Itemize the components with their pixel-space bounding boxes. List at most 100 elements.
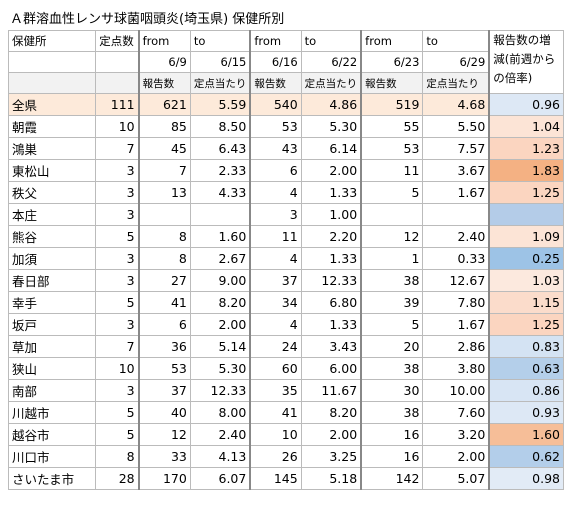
value-cell: 7.57: [422, 137, 490, 160]
data-row: 本庄 3 3 1.00: [7, 203, 564, 226]
value-cell: [360, 203, 424, 226]
value-cell: 10: [249, 423, 302, 446]
value-cell: 1.33: [300, 181, 362, 204]
value-cell: 85: [137, 115, 191, 138]
value-cell: 1: [360, 247, 424, 270]
data-table: 保健所 定点数 from to from to from to 報告数の増減(前週からの倍率) 6…: [7, 30, 564, 490]
office-cell: 越谷市: [7, 423, 97, 446]
value-cell: 3: [95, 181, 140, 204]
office-cell: 川口市: [7, 445, 97, 468]
header-cell: 6/22: [300, 51, 362, 73]
value-cell: 2.86: [422, 335, 490, 358]
office-cell: 本庄: [7, 203, 97, 226]
value-cell: 38: [360, 357, 424, 380]
header-cell: 保健所: [7, 30, 97, 52]
value-cell: 1.03: [488, 269, 564, 292]
office-cell: 坂戸: [7, 313, 97, 336]
header-cell: 報告数: [360, 72, 424, 94]
data-row: 秩父 3 13 4.33 4 1.33 5 1.67 1.25: [7, 181, 564, 204]
value-cell: 7: [95, 335, 140, 358]
value-cell: 0.25: [488, 247, 564, 270]
value-cell: 145: [249, 467, 302, 490]
data-row: 川口市 8 33 4.13 26 3.25 16 2.00 0.62: [7, 445, 564, 468]
value-cell: 33: [137, 445, 191, 468]
value-cell: 28: [95, 467, 140, 490]
value-cell: 3: [95, 269, 140, 292]
value-cell: 2.00: [189, 313, 251, 336]
value-cell: 2.00: [422, 445, 490, 468]
value-cell: [488, 203, 564, 226]
value-cell: 3: [95, 379, 140, 402]
value-cell: 5.30: [189, 357, 251, 380]
header-cell: from: [137, 30, 191, 52]
value-cell: 3: [95, 247, 140, 270]
value-cell: 5.59: [189, 93, 251, 116]
value-cell: [137, 203, 191, 226]
value-cell: 519: [360, 93, 424, 116]
value-cell: [422, 203, 490, 226]
value-cell: 3: [95, 203, 140, 226]
office-cell: 熊谷: [7, 225, 97, 248]
value-cell: 12.33: [300, 269, 362, 292]
value-cell: 2.00: [300, 159, 362, 182]
value-cell: 5.14: [189, 335, 251, 358]
header-cell: 報告数の増減(前週からの倍率): [488, 30, 564, 94]
value-cell: 2.40: [422, 225, 490, 248]
header-cell: from: [360, 30, 424, 52]
value-cell: 53: [137, 357, 191, 380]
value-cell: 4: [249, 313, 302, 336]
value-cell: 111: [95, 93, 140, 116]
header-cell: to: [189, 30, 251, 52]
header-cell: to: [422, 30, 490, 52]
value-cell: 142: [360, 467, 424, 490]
header-cell: to: [300, 30, 362, 52]
header-row: 報告数 定点当たり 報告数 定点当たり 報告数 定点当たり: [7, 72, 564, 94]
value-cell: 10.00: [422, 379, 490, 402]
value-cell: 7: [137, 159, 191, 182]
value-cell: 3: [249, 203, 302, 226]
header-cell: 6/15: [189, 51, 251, 73]
office-cell: 秩父: [7, 181, 97, 204]
office-cell: 朝霞: [7, 115, 97, 138]
value-cell: 11: [249, 225, 302, 248]
office-cell: 狭山: [7, 357, 97, 380]
value-cell: 1.67: [422, 313, 490, 336]
header-cell: [7, 72, 97, 94]
value-cell: 37: [249, 269, 302, 292]
value-cell: 0.62: [488, 445, 564, 468]
value-cell: 12.33: [189, 379, 251, 402]
value-cell: 1.67: [422, 181, 490, 204]
data-row: 朝霞 10 85 8.50 53 5.30 55 5.50 1.04: [7, 115, 564, 138]
header-cell: 報告数: [137, 72, 191, 94]
value-cell: 1.04: [488, 115, 564, 138]
value-cell: 6.80: [300, 291, 362, 314]
value-cell: 3.20: [422, 423, 490, 446]
value-cell: 8.50: [189, 115, 251, 138]
value-cell: 4.13: [189, 445, 251, 468]
value-cell: 1.15: [488, 291, 564, 314]
value-cell: 55: [360, 115, 424, 138]
value-cell: 41: [249, 401, 302, 424]
data-row: 坂戸 3 6 2.00 4 1.33 5 1.67 1.25: [7, 313, 564, 336]
value-cell: 4.86: [300, 93, 362, 116]
value-cell: 5.18: [300, 467, 362, 490]
value-cell: 11: [360, 159, 424, 182]
value-cell: 5: [95, 401, 140, 424]
value-cell: 0.86: [488, 379, 564, 402]
office-cell: 草加: [7, 335, 97, 358]
value-cell: 41: [137, 291, 191, 314]
value-cell: 12: [137, 423, 191, 446]
value-cell: 1.25: [488, 181, 564, 204]
office-cell: 川越市: [7, 401, 97, 424]
value-cell: 20: [360, 335, 424, 358]
value-cell: 2.00: [300, 423, 362, 446]
value-cell: 30: [360, 379, 424, 402]
office-cell: 加須: [7, 247, 97, 270]
value-cell: 170: [137, 467, 191, 490]
value-cell: 5: [360, 181, 424, 204]
value-cell: 8: [137, 247, 191, 270]
value-cell: 2.67: [189, 247, 251, 270]
value-cell: 6: [249, 159, 302, 182]
office-cell: 鴻巣: [7, 137, 97, 160]
